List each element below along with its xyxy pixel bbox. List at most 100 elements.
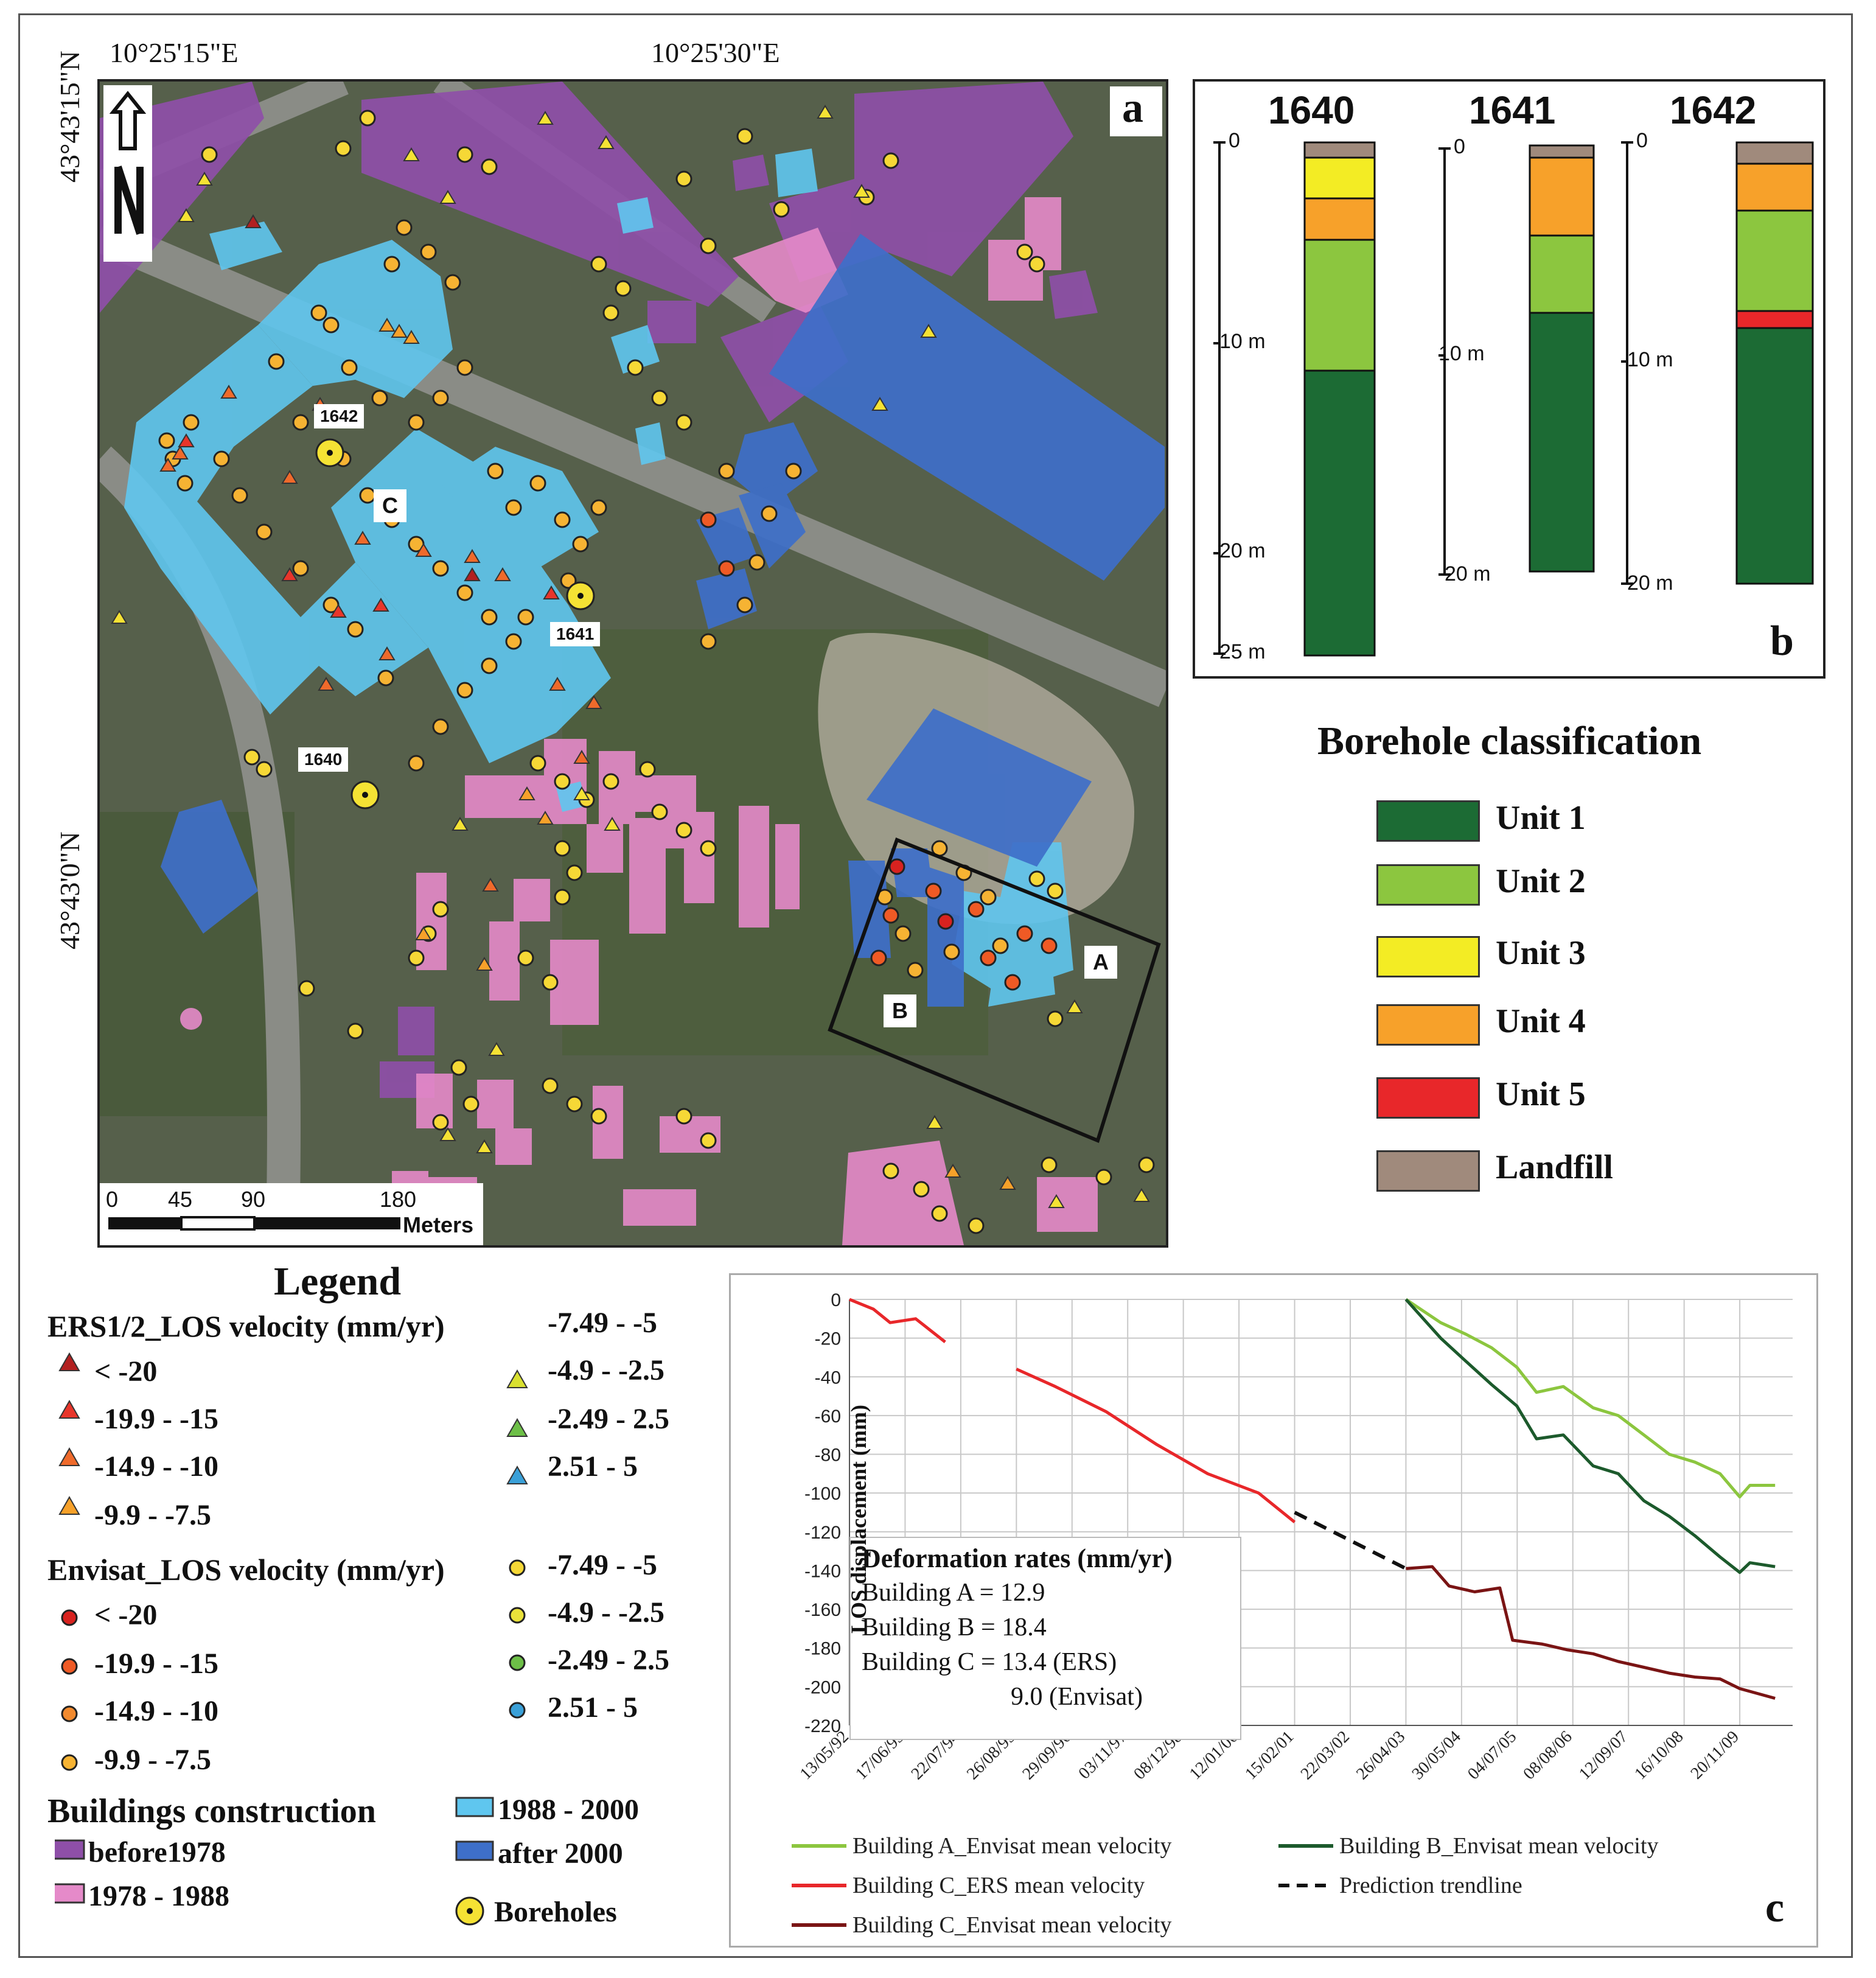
construction-item-1978-1988: 1978 - 1988 bbox=[88, 1880, 229, 1912]
x-tick-label: 08/08/06 bbox=[1519, 1727, 1575, 1783]
borehole-markers bbox=[315, 438, 595, 809]
envisat-item-1: < -20 bbox=[94, 1599, 158, 1631]
scale-unit: Meters bbox=[403, 1212, 474, 1237]
legend-symbols bbox=[55, 1352, 528, 1926]
y-tick-label: -40 bbox=[815, 1368, 841, 1388]
borehole-label-1640: 1640 bbox=[298, 747, 349, 772]
label-unit-3: Unit 3 bbox=[1496, 934, 1586, 972]
envisat-item-2: -19.9 - -15 bbox=[94, 1648, 218, 1680]
construction-item-1988-2000: 1988 - 2000 bbox=[498, 1794, 639, 1826]
depth-1640-0: 0 bbox=[1229, 129, 1240, 152]
left-coord-2: 43°43'0"N bbox=[54, 831, 85, 949]
ers-points bbox=[111, 105, 1150, 1208]
construction-legend-title: Buildings construction bbox=[47, 1792, 376, 1830]
building-label-c: C bbox=[374, 489, 406, 522]
panel-label-b: b bbox=[1770, 618, 1794, 665]
ers-item-6: -4.9 - -2.5 bbox=[548, 1354, 664, 1386]
borehole-title-1641: 1641 bbox=[1469, 88, 1556, 132]
swatch-unit-1 bbox=[1376, 800, 1480, 842]
y-tick-label: -100 bbox=[804, 1484, 841, 1504]
satellite-map[interactable]: a 1642 1641 1640 A B C 0 45 90 180 Meter… bbox=[97, 79, 1168, 1248]
y-tick-label: -180 bbox=[804, 1639, 841, 1659]
label-unit-5: Unit 5 bbox=[1496, 1075, 1586, 1113]
label-unit-4: Unit 4 bbox=[1496, 1002, 1586, 1040]
depth-1640-25: 25 m bbox=[1219, 640, 1266, 663]
building-label-b: B bbox=[884, 994, 916, 1027]
series-line-5 bbox=[1406, 1565, 1776, 1700]
ers-item-7: -2.49 - 2.5 bbox=[548, 1403, 669, 1435]
scale-tick-90: 90 bbox=[241, 1187, 266, 1212]
chart-ylabel: LOS displacement (mm) bbox=[846, 1405, 871, 1634]
legend-label-3: Building C_ERS mean velocity bbox=[853, 1873, 1145, 1898]
envisat-item-7: -2.49 - 2.5 bbox=[548, 1644, 669, 1676]
legend-label-5: Building C_Envisat mean velocity bbox=[853, 1912, 1172, 1938]
x-tick-label: 20/11/09 bbox=[1687, 1727, 1743, 1783]
panel-label-a: a bbox=[1122, 85, 1143, 131]
depth-1640-20: 20 m bbox=[1219, 539, 1266, 562]
envisat-item-4: -9.9 - -7.5 bbox=[94, 1744, 211, 1776]
depth-1642-20: 20 m bbox=[1627, 571, 1673, 595]
ers-item-3: -14.9 - -10 bbox=[94, 1450, 218, 1483]
depth-1642-0: 0 bbox=[1636, 129, 1648, 152]
y-tick-label: -140 bbox=[804, 1561, 841, 1581]
rate-building-c-ers: Building C = 13.4 (ERS) bbox=[862, 1648, 1117, 1676]
legend-label-4: Prediction trendline bbox=[1339, 1873, 1522, 1898]
boreholes-legend-label: Boreholes bbox=[494, 1896, 617, 1928]
label-landfill: Landfill bbox=[1496, 1148, 1613, 1186]
ers-item-4: -9.9 - -7.5 bbox=[94, 1499, 211, 1531]
map-graphics bbox=[100, 82, 1166, 1245]
envisat-item-5: -7.49 - -5 bbox=[548, 1549, 657, 1581]
top-coord-2: 10°25'30"E bbox=[651, 37, 780, 68]
deformation-rates-box bbox=[849, 1537, 1241, 1740]
x-tick-label: 26/04/03 bbox=[1353, 1727, 1409, 1783]
legend-label-2: Building B_Envisat mean velocity bbox=[1339, 1833, 1659, 1859]
panel-label-c: c bbox=[1765, 1884, 1785, 1931]
envisat-legend-title: Envisat_LOS velocity (mm/yr) bbox=[47, 1553, 445, 1587]
scale-tick-45: 45 bbox=[168, 1187, 193, 1212]
envisat-item-8: 2.51 - 5 bbox=[548, 1691, 638, 1724]
legend-title: Legend bbox=[274, 1259, 402, 1304]
envisat-item-3: -14.9 - -10 bbox=[94, 1695, 218, 1727]
y-tick-label: -220 bbox=[804, 1716, 841, 1736]
top-coord-1: 10°25'15"E bbox=[110, 37, 239, 68]
swatch-unit-5 bbox=[1376, 1077, 1480, 1119]
series-line-3 bbox=[849, 1298, 1296, 1523]
x-tick-label: 04/07/05 bbox=[1464, 1727, 1520, 1783]
y-tick-label: -120 bbox=[804, 1523, 841, 1543]
deformation-rates-title: Deformation rates (mm/yr) bbox=[862, 1543, 1173, 1573]
swatch-unit-2 bbox=[1376, 864, 1480, 906]
x-tick-label: 12/09/07 bbox=[1575, 1727, 1631, 1783]
swatch-unit-3 bbox=[1376, 936, 1480, 977]
x-tick-label: 22/03/02 bbox=[1297, 1727, 1353, 1783]
ers-item-8: 2.51 - 5 bbox=[548, 1450, 638, 1483]
swatch-landfill bbox=[1376, 1150, 1480, 1192]
rate-building-c-envisat: 9.0 (Envisat) bbox=[1011, 1683, 1143, 1711]
legend-label-1: Building A_Envisat mean velocity bbox=[853, 1833, 1172, 1859]
figure-frame bbox=[18, 13, 1853, 1958]
ers-item-2: -19.9 - -15 bbox=[94, 1403, 218, 1435]
depth-1641-20: 20 m bbox=[1445, 562, 1491, 585]
borehole-columns-panel: 1640 1641 1642 0 10 m 20 m 25 m 0 10 m 2… bbox=[1193, 79, 1825, 679]
construction-item-before1978: before1978 bbox=[88, 1836, 226, 1868]
ers-item-5: -7.49 - -5 bbox=[548, 1307, 657, 1339]
y-tick-label: -60 bbox=[815, 1407, 841, 1427]
series-line-1 bbox=[1405, 1298, 1776, 1498]
swatch-unit-4 bbox=[1376, 1004, 1480, 1046]
borehole-label-1642: 1642 bbox=[314, 404, 364, 428]
ers-legend-title: ERS1/2_LOS velocity (mm/yr) bbox=[47, 1309, 445, 1343]
left-coord-1: 43°43'15"N bbox=[54, 51, 85, 183]
borehole-columns bbox=[1213, 141, 1814, 657]
depth-1640-10: 10 m bbox=[1219, 330, 1266, 353]
scale-tick-180: 180 bbox=[380, 1187, 417, 1212]
borehole-label-1641: 1641 bbox=[550, 622, 601, 646]
label-unit-2: Unit 2 bbox=[1496, 862, 1586, 900]
y-tick-label: -20 bbox=[815, 1329, 841, 1349]
label-unit-1: Unit 1 bbox=[1496, 799, 1586, 837]
depth-1642-10: 10 m bbox=[1627, 348, 1673, 371]
depth-1641-10: 10 m bbox=[1438, 342, 1485, 365]
ers-item-1: < -20 bbox=[94, 1355, 158, 1388]
envisat-points bbox=[158, 110, 1155, 1234]
building-label-a: A bbox=[1084, 946, 1117, 979]
x-tick-label: 15/02/01 bbox=[1241, 1727, 1297, 1783]
envisat-item-6: -4.9 - -2.5 bbox=[548, 1596, 664, 1629]
